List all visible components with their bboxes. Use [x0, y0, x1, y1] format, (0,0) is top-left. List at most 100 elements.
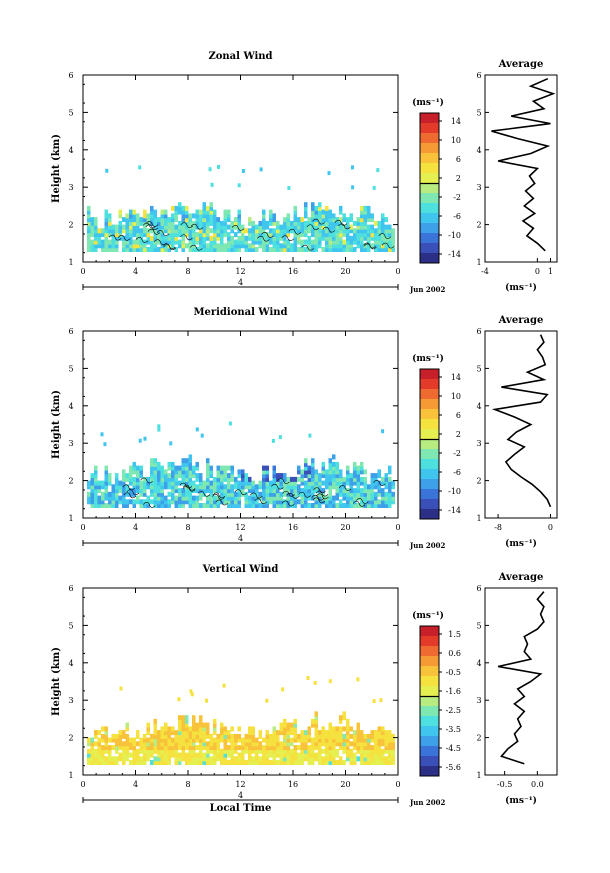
zonal-heatmap-cell: [300, 224, 304, 230]
zonal-heatmap-cell: [129, 247, 133, 252]
vertical-colorbar-swatch: [420, 726, 439, 737]
meridional-heatmap-cell: [216, 465, 220, 471]
meridional-heatmap-cell: [328, 495, 332, 501]
vertical-heatmap-cell: [279, 722, 283, 728]
meridional-heatmap-cell: [136, 473, 140, 479]
vertical-heatmap-cell: [255, 752, 259, 758]
vertical-heatmap-cell: [87, 737, 91, 743]
meridional-heatmap-cell: [220, 480, 224, 486]
meridional-heatmap-cell: [174, 480, 178, 486]
meridional-heatmap-cell: [360, 503, 364, 508]
vertical-colorbar-swatch: [420, 686, 439, 697]
zonal-heatmap-cell: [269, 239, 273, 245]
meridional-heatmap-cell: [178, 499, 182, 505]
vertical-heatmap-cell: [300, 737, 304, 743]
zonal-heatmap-cell: [87, 247, 91, 252]
meridional-heatmap-cell: [241, 476, 245, 482]
vertical-heatmap-cell: [339, 715, 343, 721]
vertical-heatmap-cell: [374, 760, 378, 765]
meridional-heatmap-cell: [234, 495, 238, 501]
zonal-heatmap-cell: [227, 232, 231, 238]
zonal-heatmap-cell: [276, 235, 280, 241]
meridional-heatmap-cell: [272, 469, 276, 475]
vertical-heatmap-cell: [157, 760, 161, 765]
meridional-heatmap-cell: [104, 484, 108, 490]
meridional-heatmap-cell: [356, 480, 360, 486]
vertical-heatmap-cell: [356, 737, 360, 743]
vertical-heatmap-cell: [223, 733, 227, 739]
meridional-heatmap-cell: [304, 473, 308, 479]
vertical-heatmap-cell: [216, 741, 220, 747]
meridional-contour-line: [197, 490, 211, 497]
vertical-heatmap-cell: [360, 737, 364, 743]
zonal-heatmap-cell: [206, 205, 210, 211]
zonal-heatmap-cell: [325, 205, 329, 211]
meridional-heatmap-cell: [360, 469, 364, 475]
vertical-heatmap-cell: [290, 756, 294, 762]
vertical-heatmap-cell: [171, 726, 175, 732]
vertical-heatmap-cell: [335, 748, 339, 754]
vertical-x-tick-label: 20: [340, 780, 350, 789]
zonal-heatmap-cell: [136, 235, 140, 241]
vertical-heatmap-cell: [381, 752, 385, 758]
zonal-contours: [108, 218, 395, 251]
zonal-heatmap-cell: [241, 228, 245, 234]
meridional-heatmap-cell: [101, 503, 105, 508]
vertical-y-tick-label: 6: [68, 584, 73, 593]
vertical-heatmap-cell: [367, 756, 371, 762]
vertical-heatmap-cell: [188, 752, 192, 758]
meridional-average-y-tick-label: 4: [476, 402, 481, 411]
vertical-heatmap-cell: [335, 760, 339, 765]
meridional-heatmap-cell: [101, 480, 105, 486]
zonal-heatmap-cell: [206, 217, 210, 223]
vertical-heatmap-cell: [381, 733, 385, 739]
zonal-heatmap-cell: [143, 228, 147, 234]
zonal-heatmap-cell: [384, 243, 388, 249]
zonal-heatmap-cell: [262, 239, 266, 245]
vertical-heatmap-cell: [216, 737, 220, 743]
zonal-heatmap-cell: [146, 232, 150, 238]
zonal-heatmap-cell: [276, 224, 280, 230]
zonal-heatmap-cell: [363, 205, 367, 211]
zonal-heatmap-cell: [188, 247, 192, 252]
zonal-heatmap-cell: [174, 224, 178, 230]
meridional-heatmap-cell: [167, 473, 171, 479]
meridional-heatmap-cell: [118, 495, 122, 501]
meridional-heatmap-cell: [143, 488, 147, 494]
zonal-heatmap-cell: [111, 235, 115, 241]
meridional-heatmap-cell: [325, 499, 329, 505]
zonal-heatmap-cell: [118, 235, 122, 241]
zonal-heatmap-cell: [195, 209, 199, 215]
zonal-contour-line: [163, 244, 176, 251]
zonal-heatmap-cell: [213, 213, 217, 219]
vertical-heatmap-cell: [293, 737, 297, 743]
meridional-heatmap-cell: [244, 491, 248, 497]
vertical-average-y-tick-label: 6: [476, 584, 481, 593]
zonal-heatmap-cell: [374, 243, 378, 249]
vertical-heatmap-cell: [374, 730, 378, 736]
meridional-contour-line: [277, 478, 290, 484]
vertical-heatmap-cell: [283, 760, 287, 765]
vertical-heatmap-cell: [153, 748, 157, 754]
vertical-heatmap-cell: [328, 756, 332, 762]
meridional-heatmap-cell: [388, 499, 392, 505]
vertical-heatmap-cell: [213, 730, 217, 736]
zonal-heatmap-cell: [258, 232, 262, 238]
meridional-heatmap-cell: [136, 469, 140, 475]
zonal-heatmap-cell: [220, 247, 224, 252]
vertical-heatmap-cell: [314, 711, 318, 717]
vertical-heatmap-cell: [111, 733, 115, 739]
meridional-heatmap-cell: [388, 491, 392, 497]
vertical-heatmap-cell: [125, 733, 129, 739]
vertical-heatmap-cell: [241, 756, 245, 762]
meridional-heatmap-cell: [265, 480, 269, 486]
zonal-heatmap-cell: [321, 235, 325, 241]
zonal-heatmap-cell: [335, 220, 339, 226]
meridional-heatmap-cell: [328, 469, 332, 475]
vertical-heatmap-cell: [87, 752, 91, 758]
vertical-heatmap-cell: [248, 730, 252, 736]
meridional-heatmap-cell: [101, 495, 105, 501]
zonal-heatmap-cell: [202, 205, 206, 211]
vertical-heatmap-cell: [265, 733, 269, 739]
meridional-heatmap-cell: [139, 469, 143, 475]
